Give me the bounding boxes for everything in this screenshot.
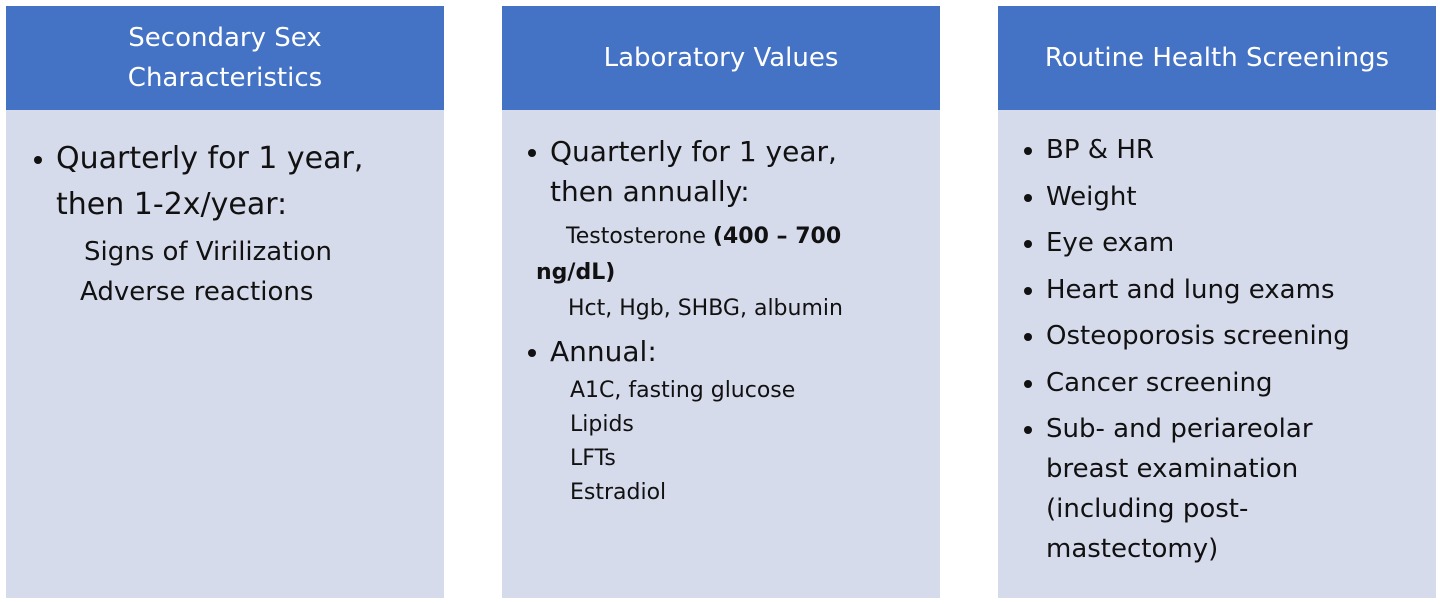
screening-item: BP & HR [1024,130,1154,170]
sub-item: Adverse reactions [80,277,314,307]
screening-item: Eye exam [1023,223,1174,263]
panel-header: Routine Health Screenings [998,6,1436,110]
panel-header: Secondary Sex Characteristics [6,6,444,110]
annual-item: Lipids [570,412,634,437]
sub-item: Hct, Hgb, SHBG, albumin [568,296,843,321]
panel-routine-health-screenings: Routine Health Screenings BP & HR Weight… [998,6,1436,598]
header-line: Characteristics [127,63,323,93]
panel-body: BP & HR Weight Eye exam Heart and lung e… [998,110,1436,598]
screening-item-continued: (including post- [1046,494,1249,524]
sub-item-testosterone: Testosterone (400 – 700 [566,220,841,254]
screening-item: Cancer screening [1023,363,1272,403]
panel-body: Quarterly for 1 year, then annually: Tes… [502,110,940,598]
panel-body: Quarterly for 1 year, then 1-2x/year: Si… [6,110,444,598]
panel-laboratory-values: Laboratory Values Quarterly for 1 year, … [502,6,940,598]
bullet-item: Quarterly for 1 year, [528,132,837,172]
panel-secondary-sex-characteristics: Secondary Sex Characteristics Quarterly … [6,6,444,598]
panel-header: Laboratory Values [502,6,940,110]
sub-item: Signs of Virilization [84,237,333,267]
screening-item-continued: breast examination [1046,454,1299,484]
testosterone-range: (400 – 700 [712,224,842,249]
testosterone-range-unit: ng/dL) [536,260,616,285]
header-line: Routine Health Screenings [1044,43,1390,73]
annual-item: Estradiol [570,480,667,505]
annual-item: LFTs [570,446,616,471]
screening-item: Osteoporosis screening [1024,316,1350,356]
bullet-item: Annual: [528,332,657,372]
screening-item: Weight [1024,177,1137,217]
testosterone-label: Testosterone [566,224,706,249]
bullet-item-continued: then 1-2x/year: [56,187,288,222]
bullet-item: Quarterly for 1 year, [33,136,363,182]
header-line: Secondary Sex [128,23,322,53]
screening-item-continued: mastectomy) [1046,534,1219,564]
screening-item: Sub- and periareolar [1024,409,1313,449]
bullet-item-continued: then annually: [550,175,750,208]
header-line: Laboratory Values [603,43,839,73]
annual-item: A1C, fasting glucose [570,378,796,403]
screening-item: Heart and lung exams [1024,270,1335,310]
